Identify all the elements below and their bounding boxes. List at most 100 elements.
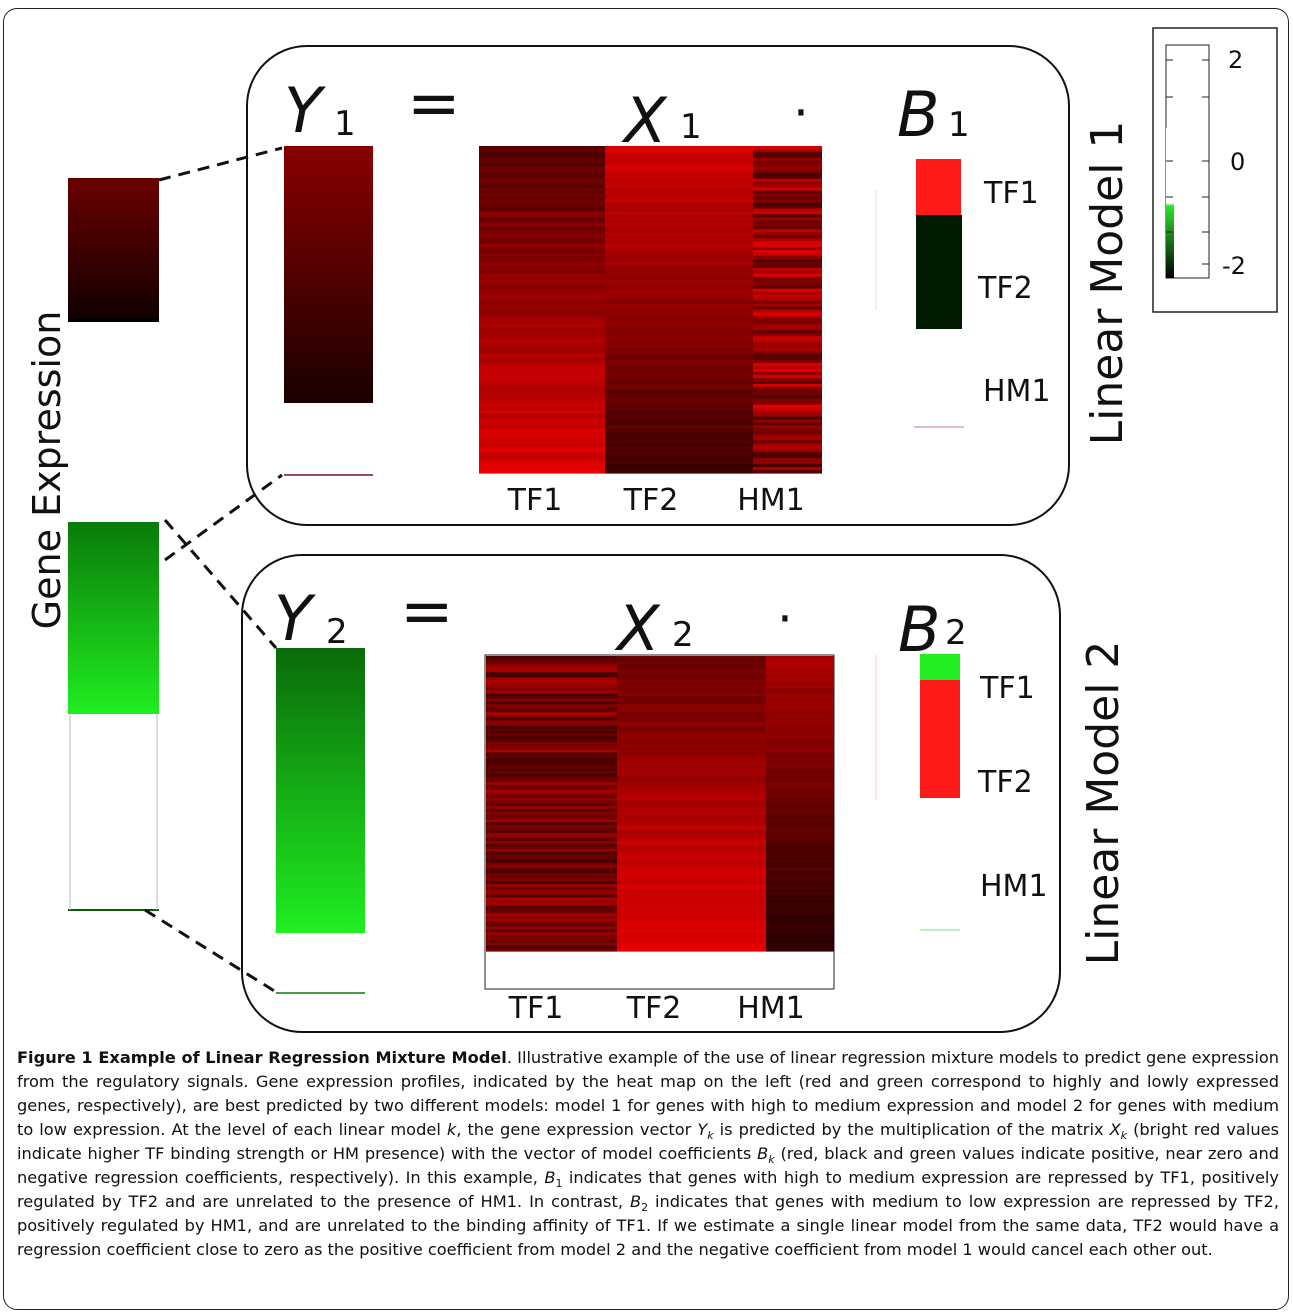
heatmap-cell — [479, 300, 605, 305]
heatmap-cell — [753, 342, 822, 346]
heatmap-cell — [617, 685, 766, 689]
heatmap-cell — [753, 288, 822, 293]
heatmap-cell — [753, 238, 822, 242]
heatmap-cell — [617, 715, 766, 719]
heatmap-cell — [486, 715, 617, 719]
heatmap-cell — [479, 354, 605, 358]
heatmap-cell — [486, 693, 617, 697]
heatmap-cell — [617, 902, 766, 907]
heatmap-cell — [753, 253, 822, 257]
colorbar-tick-2: 2 — [1228, 46, 1243, 74]
heatmap-cell — [766, 883, 834, 888]
heatmap-cell — [486, 921, 617, 925]
heatmap-cell — [617, 827, 766, 831]
model2-x-symbol: X — [614, 592, 661, 665]
heatmap-cell — [486, 744, 617, 748]
heatmap-cell — [486, 816, 617, 821]
heatmap-cell — [479, 404, 605, 409]
heatmap-cell — [605, 363, 753, 367]
heatmap-cell — [479, 193, 605, 198]
heatmap-cell — [753, 312, 822, 317]
heatmap-cell — [486, 865, 617, 869]
heatmap-cell — [753, 318, 822, 322]
heatmap-cell — [753, 315, 822, 320]
heatmap-cell — [486, 760, 617, 764]
heatmap-cell — [479, 422, 605, 427]
heatmap-cell — [753, 163, 822, 168]
heatmap-cell — [486, 851, 617, 856]
model2-b-symbol: B — [898, 593, 941, 666]
heatmap-cell — [753, 202, 822, 207]
heatmap-cell — [486, 723, 617, 727]
heatmap-cell — [766, 881, 834, 885]
heatmap-cell — [617, 798, 766, 802]
heatmap-cell — [617, 881, 766, 885]
heatmap-cell — [766, 698, 834, 703]
heatmap-cell — [617, 682, 766, 687]
heatmap-cell — [617, 822, 766, 826]
heatmap-cell — [617, 929, 766, 933]
heatmap-cell — [605, 431, 753, 435]
heatmap-cell — [617, 739, 766, 743]
model1-col-hm1: HM1 — [737, 483, 805, 518]
model2-x-sub: 2 — [672, 615, 694, 655]
heatmap-cell — [766, 878, 834, 882]
heatmap-cell — [479, 321, 605, 325]
heatmap-cell — [486, 682, 617, 687]
heatmap-cell — [486, 765, 617, 770]
model1-col-tf2: TF2 — [623, 483, 679, 518]
heatmap-cell — [605, 282, 753, 287]
heatmap-cell — [486, 790, 617, 794]
heatmap-cell — [766, 843, 834, 848]
heatmap-cell — [486, 674, 617, 679]
heatmap-cell — [486, 886, 617, 890]
heatmap-cell — [753, 273, 822, 278]
heatmap-cell — [617, 723, 766, 727]
heatmap-cell — [753, 383, 822, 388]
heatmap-cell — [753, 395, 822, 400]
heatmap-cell — [753, 437, 822, 441]
heatmap-cell — [479, 365, 605, 370]
heatmap-cell — [605, 193, 753, 198]
heatmap-cell — [753, 160, 822, 165]
heatmap-cell — [617, 690, 766, 695]
heatmap-cell — [486, 782, 617, 786]
heatmap-cell — [766, 841, 834, 845]
heatmap-cell — [486, 889, 617, 893]
heatmap-cell — [617, 680, 766, 684]
heatmap-cell — [605, 291, 753, 296]
heatmap-cell — [479, 371, 605, 376]
heatmap-cell — [766, 784, 834, 789]
heatmap-cell — [766, 752, 834, 756]
colorbar-tick-neg2: -2 — [1222, 252, 1246, 280]
heatmap-cell — [605, 160, 753, 165]
heatmap-cell — [605, 190, 753, 195]
heatmap-cell — [605, 258, 753, 263]
heatmap-cell — [753, 267, 822, 272]
heatmap-cell — [605, 175, 753, 180]
heatmap-cell — [766, 838, 834, 842]
heatmap-cell — [753, 410, 822, 415]
heatmap-cell — [605, 428, 753, 432]
heatmap-cell — [753, 413, 822, 418]
heatmap-cell — [753, 419, 822, 424]
heatmap-cell — [479, 258, 605, 263]
heatmap-cell — [479, 247, 605, 251]
heatmap-cell — [753, 282, 822, 287]
heatmap-cell — [486, 854, 617, 858]
heatmap-cell — [605, 255, 753, 260]
heatmap-cell — [753, 255, 822, 260]
heatmap-cell — [605, 458, 753, 462]
heatmap-cell — [486, 725, 617, 730]
heatmap-cell — [753, 371, 822, 376]
heatmap-cell — [605, 312, 753, 317]
heatmap-cell — [766, 940, 834, 944]
heatmap-cell — [766, 798, 834, 802]
heatmap-cell — [766, 731, 834, 735]
heatmap-cell — [486, 913, 617, 917]
heatmap-cell — [486, 910, 617, 915]
heatmap-cell — [605, 419, 753, 424]
heatmap-cell — [753, 380, 822, 385]
heatmap-cell — [766, 704, 834, 708]
heatmap-cell — [605, 401, 753, 406]
